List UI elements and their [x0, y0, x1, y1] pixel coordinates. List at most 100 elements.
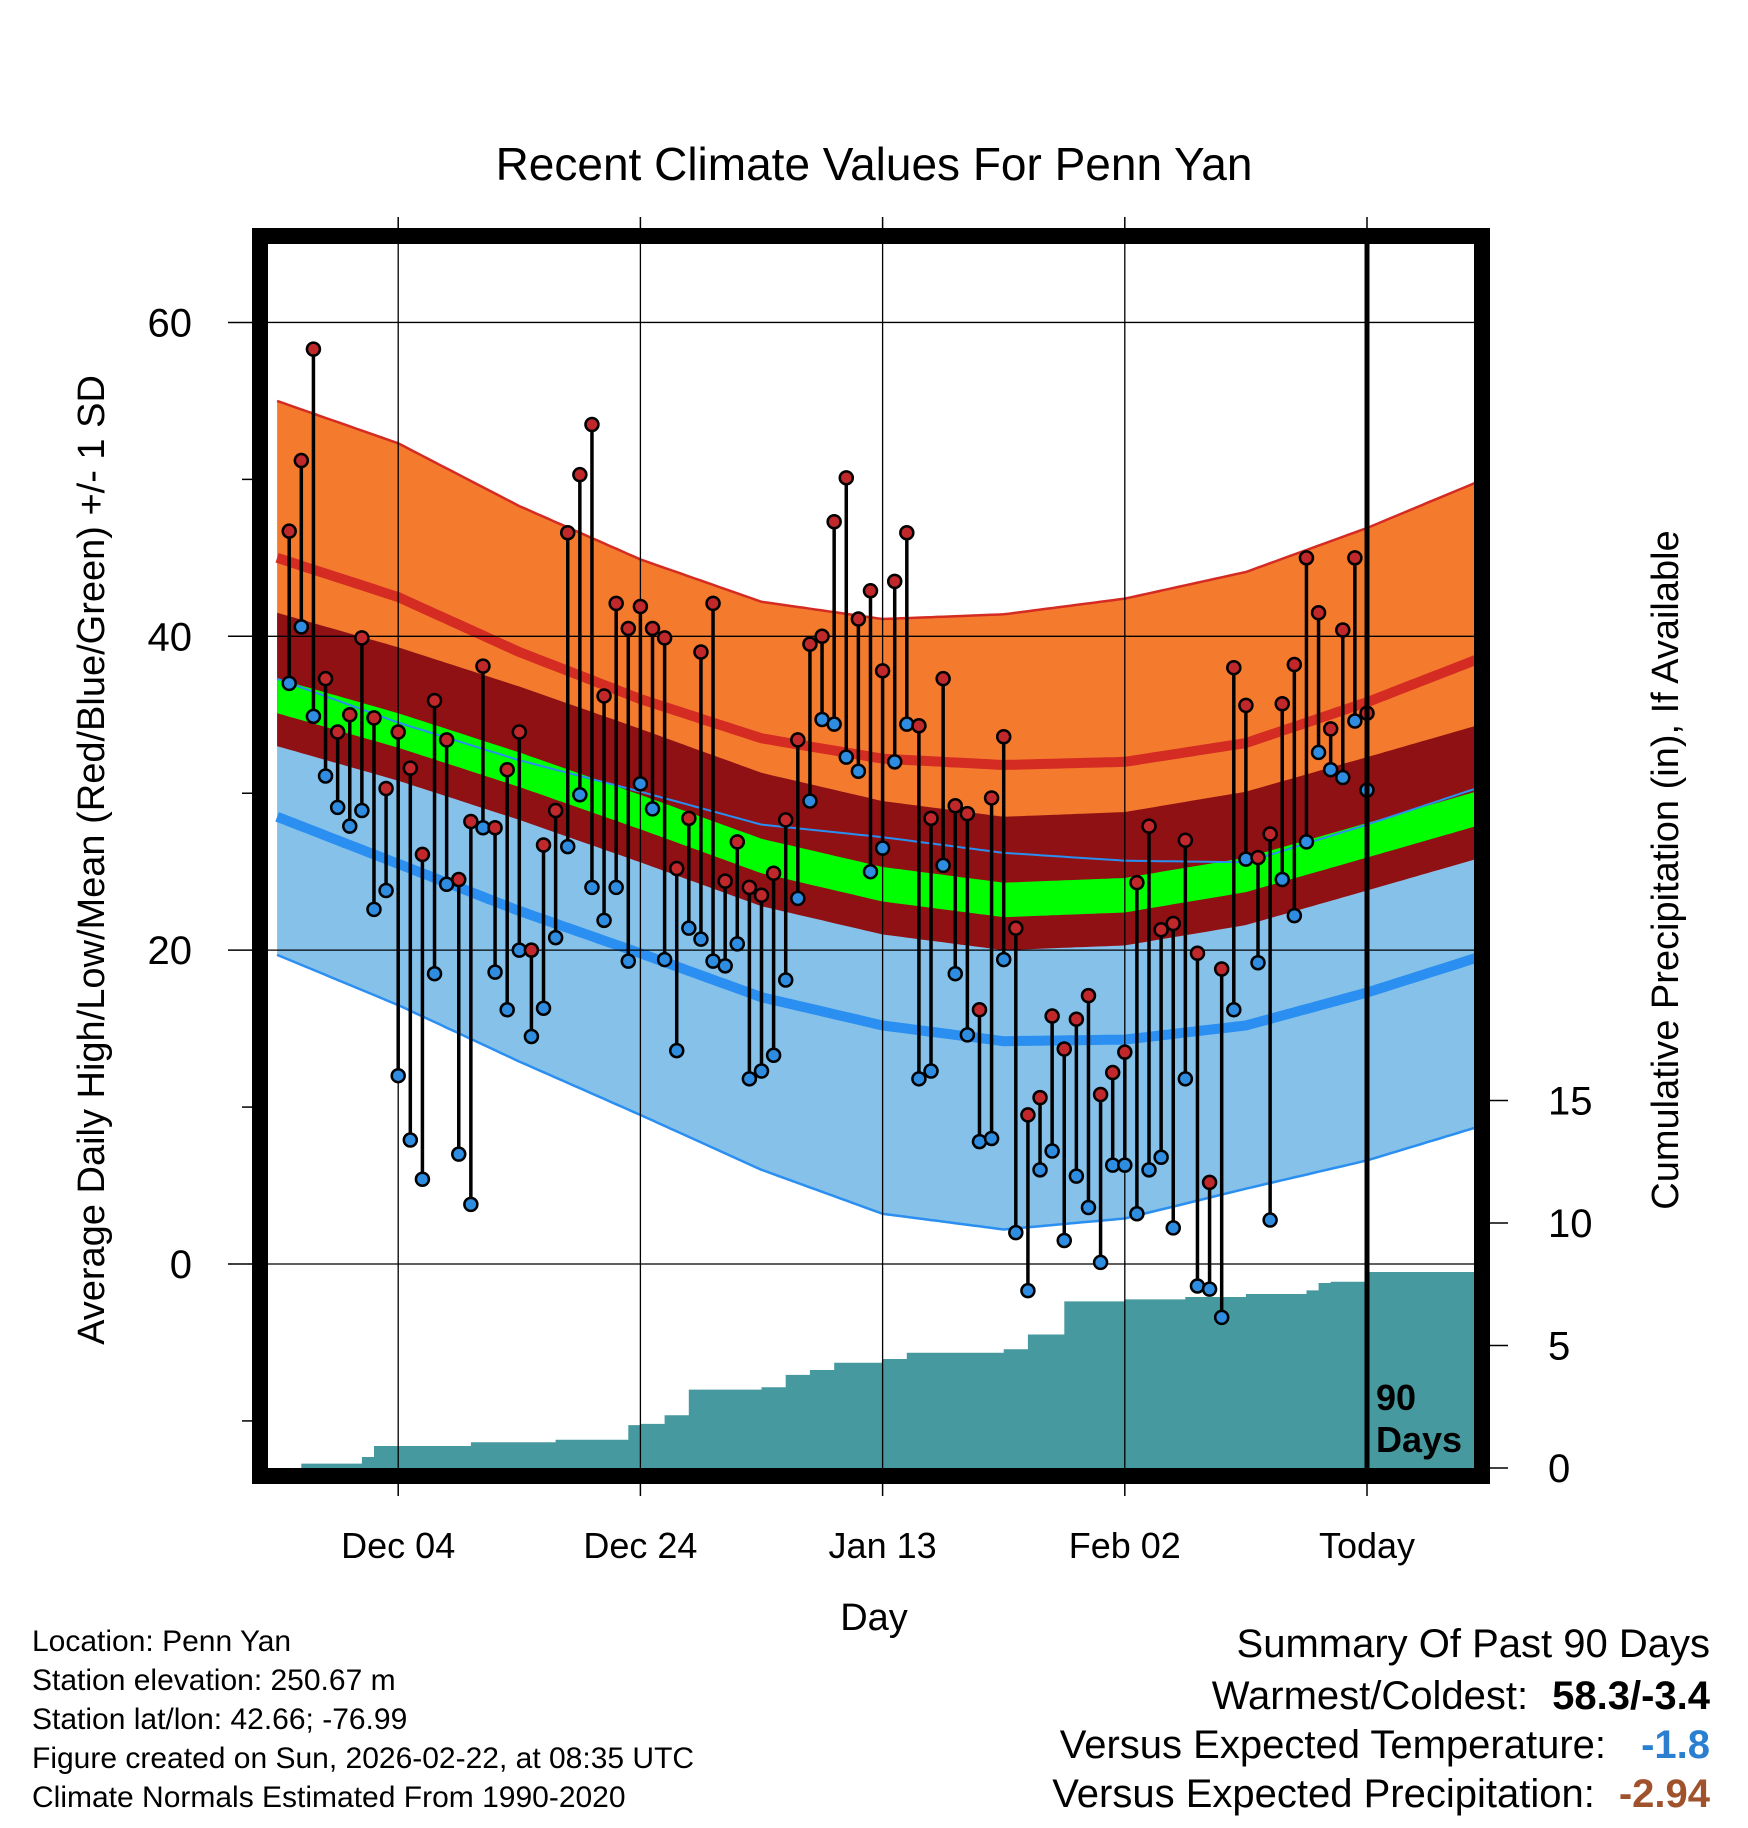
obs-low-point [644, 801, 661, 817]
created-text: Figure created on Sun, 2026-02-22, at 08… [32, 1742, 695, 1775]
obs-high-point [632, 598, 649, 615]
x-tick-label: Feb 02 [1069, 1525, 1181, 1566]
obs-high-point [1044, 1008, 1060, 1024]
elevation-text: Station elevation: 250.67 m [32, 1664, 396, 1697]
summary-temperature: Versus Expected Temperature: -1.8 [1052, 1721, 1710, 1770]
obs-high-point [1238, 697, 1254, 714]
obs-high-point [935, 670, 951, 687]
axes: Dec 04 Dec 24 Jan 13 Feb 02 Today 0 20 40 60 0 5 10… [148, 217, 1593, 1566]
obs-low-point [741, 1071, 758, 1087]
chart-title: Recent Climate Values For Penn Yan [496, 138, 1253, 190]
obs-low-point [305, 708, 322, 725]
obs-low-point [487, 964, 503, 980]
x-axis-label: Day [840, 1597, 908, 1639]
obs-high-point [644, 620, 661, 637]
obs-low-point [1020, 1282, 1036, 1299]
obs-high-point [1274, 696, 1290, 712]
obs-high-point [923, 810, 939, 827]
obs-low-point [753, 1063, 770, 1079]
obs-low-point [293, 619, 310, 635]
low-upper-edge [276, 677, 1474, 864]
obs-low-point [1008, 1224, 1024, 1241]
obs-high-point [366, 710, 382, 726]
obs-low-point [681, 920, 697, 936]
y2-tick-label: 5 [1548, 1325, 1570, 1369]
obs-low-point [378, 882, 394, 899]
obs-low-point [523, 1028, 540, 1045]
obs-high-point [1189, 945, 1206, 962]
mean-band-dark [277, 612, 1474, 951]
plot-frame [252, 228, 1490, 1484]
obs-high-point [911, 718, 927, 734]
obs-high-point [499, 761, 515, 778]
obs-high-point [487, 820, 503, 836]
obs-low-point [802, 793, 818, 809]
obs-low-point [1153, 1149, 1169, 1166]
obs-high-point [1032, 1089, 1048, 1106]
obs-high-point [850, 611, 867, 627]
obs-low-point [281, 675, 297, 692]
obs-low-point [1298, 834, 1315, 850]
obs-low-point [1044, 1143, 1060, 1159]
station-metadata: Location: Penn Yan Station elevation: 25… [32, 1622, 694, 1817]
obs-low-point [547, 929, 564, 946]
y2-tick-label: 0 [1548, 1447, 1570, 1491]
obs-low-point [535, 1000, 552, 1016]
obs-low-point [911, 1071, 927, 1087]
obs-high-point [1322, 721, 1339, 737]
latlon-text: Station lat/lon: 42.66; -76.99 [32, 1703, 408, 1736]
obs-high-point [1008, 920, 1024, 936]
obs-high-point [354, 630, 370, 646]
obs-low-point [983, 1130, 1000, 1147]
obs-low-point [717, 958, 733, 974]
obs-high-point [874, 663, 891, 679]
high-normal-line [275, 553, 1474, 771]
obs-high-point [378, 780, 394, 797]
y-tick-label: 0 [170, 1243, 192, 1287]
obs-low-point [874, 840, 891, 856]
obs-high-point [1310, 605, 1327, 621]
obs-low-point [668, 1042, 685, 1059]
summary-precipitation: Versus Expected Precipitation: -2.94 [1052, 1770, 1710, 1819]
y2-tick-label: 15 [1548, 1080, 1593, 1124]
obs-high-point [705, 595, 721, 612]
y-axis-label: Average Daily High/Low/Mean (Red/Blue/Gr… [71, 375, 113, 1345]
obs-low-point [451, 1146, 467, 1162]
obs-low-point [414, 1171, 431, 1188]
today-marker-line: Days [1376, 1419, 1462, 1460]
plot-area: 90 Days [268, 244, 1474, 1468]
obs-high-point [741, 879, 758, 896]
obs-low-point [608, 879, 624, 896]
obs-low-point [826, 716, 842, 732]
obs-low-point [1310, 744, 1327, 761]
obs-low-point [1347, 713, 1363, 729]
obs-low-point [886, 754, 903, 770]
obs-high-point [802, 636, 818, 652]
obs-low-point [693, 931, 709, 947]
summary-panel: Summary Of Past 90 Days Warmest/Coldest:… [1052, 1620, 1710, 1819]
obs-high-point [426, 692, 443, 709]
obs-low-point [1056, 1232, 1072, 1249]
obs-low-point [366, 901, 382, 918]
obs-high-point [608, 595, 624, 612]
low-normal-line [275, 812, 1474, 1047]
obs-high-point [1177, 832, 1194, 849]
obs-high-point [572, 466, 588, 483]
obs-high-point [620, 620, 637, 637]
obs-high-point [1056, 1041, 1072, 1057]
obs-high-point [983, 790, 1000, 806]
obs-low-point [959, 1027, 976, 1043]
low-lower-edge [276, 953, 1474, 1231]
obs-high-point [899, 524, 915, 541]
obs-high-point [668, 860, 685, 877]
obs-high-point [559, 524, 576, 541]
obs-low-point [402, 1132, 419, 1148]
x-tick-label: Today [1319, 1525, 1415, 1566]
obs-high-point [1347, 550, 1363, 566]
obs-high-point [451, 871, 467, 888]
location-text: Location: Penn Yan [32, 1625, 292, 1658]
obs-high-point [523, 942, 540, 958]
summary-warmest-coldest: Warmest/Coldest: 58.3/-3.4 [1052, 1672, 1710, 1721]
obs-high-point [1153, 922, 1169, 938]
